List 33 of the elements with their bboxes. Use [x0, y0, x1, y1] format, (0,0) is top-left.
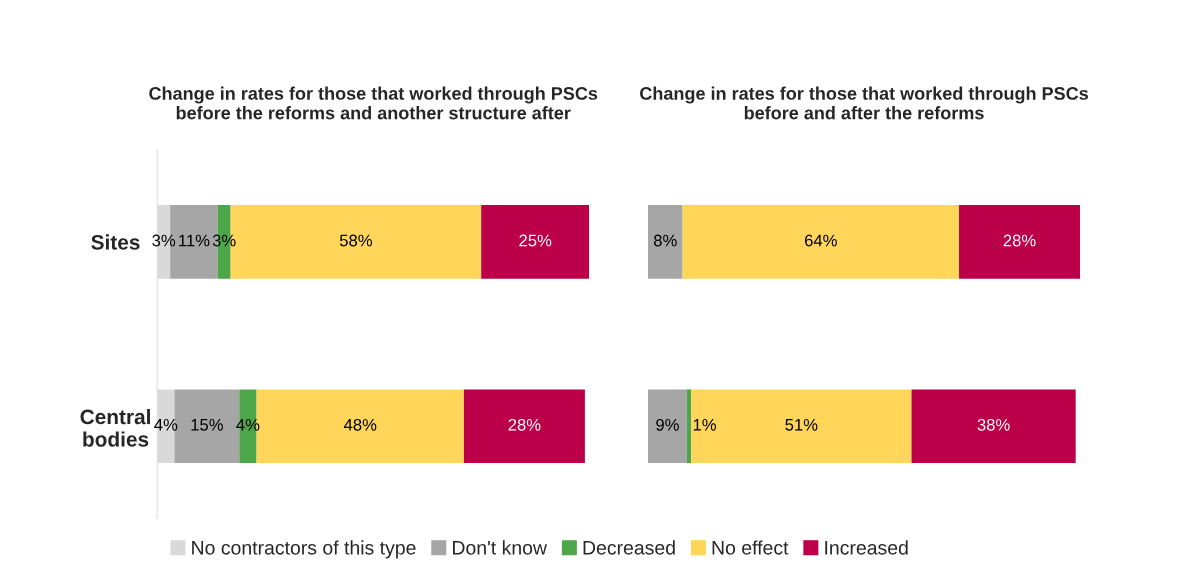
- bar: [911, 389, 1076, 464]
- bar: [686, 389, 692, 464]
- bar: [691, 389, 912, 464]
- bar: [481, 205, 590, 279]
- y-tick-label: Sites: [91, 234, 140, 250]
- bar: [648, 205, 683, 279]
- data-label: 1%: [693, 418, 716, 431]
- data-label: 25%: [519, 234, 552, 247]
- legend-label: No effect: [712, 540, 789, 555]
- data-label: 11%: [179, 234, 210, 247]
- data-label: 38%: [977, 418, 1010, 431]
- legend-label: Increased: [825, 540, 908, 555]
- bar: [682, 205, 960, 279]
- bar: [648, 389, 687, 464]
- data-label: 9%: [656, 418, 679, 431]
- bar: [959, 205, 1080, 279]
- chart-title: Change in rates for those that worked through PSCs before and after the reforms: [640, 86, 1088, 120]
- data-label: 28%: [1003, 234, 1036, 247]
- data-label: 64%: [804, 234, 837, 247]
- data-label: 58%: [339, 234, 373, 247]
- data-label: 4%: [154, 418, 178, 431]
- y-tick-label: Central bodies: [80, 408, 150, 447]
- legend-label: No contractors of this type: [192, 540, 416, 559]
- bar: [463, 389, 585, 464]
- data-label: 15%: [191, 418, 223, 431]
- legend-label: Don't know: [453, 540, 548, 555]
- data-label: 8%: [653, 234, 677, 247]
- legend-label: Decreased: [583, 540, 675, 555]
- data-label: 51%: [785, 418, 818, 431]
- data-label: 3%: [152, 234, 176, 247]
- data-label: 48%: [343, 418, 377, 431]
- data-label: 28%: [508, 418, 541, 431]
- chart-title: Change in rates for those that worked through PSCs before the reforms and another structure after: [149, 86, 598, 120]
